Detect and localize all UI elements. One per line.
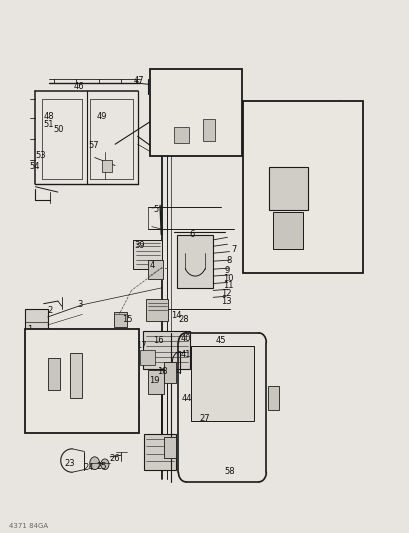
Text: 53: 53 bbox=[35, 151, 46, 160]
Text: 28: 28 bbox=[178, 315, 189, 324]
Bar bbox=[133, 240, 162, 269]
Circle shape bbox=[279, 176, 297, 200]
Text: 3: 3 bbox=[77, 300, 83, 309]
Text: 56: 56 bbox=[200, 143, 209, 152]
Circle shape bbox=[90, 457, 99, 470]
Text: 52: 52 bbox=[154, 76, 168, 85]
Text: 27: 27 bbox=[199, 414, 210, 423]
Bar bbox=[177, 235, 213, 288]
Text: 48: 48 bbox=[43, 112, 54, 121]
Text: 58: 58 bbox=[224, 467, 234, 475]
Bar bbox=[147, 260, 163, 279]
Text: 25: 25 bbox=[97, 462, 107, 471]
Text: 4371 84GA: 4371 84GA bbox=[9, 523, 48, 529]
Text: 12: 12 bbox=[220, 289, 231, 298]
Bar bbox=[149, 69, 241, 157]
Text: 43: 43 bbox=[130, 403, 141, 412]
Bar bbox=[61, 370, 98, 421]
Text: 29: 29 bbox=[67, 410, 77, 419]
Bar bbox=[147, 370, 164, 394]
Bar bbox=[202, 119, 215, 141]
Text: 10: 10 bbox=[223, 273, 234, 282]
Text: 46: 46 bbox=[74, 82, 84, 91]
Circle shape bbox=[68, 381, 91, 410]
Text: 32: 32 bbox=[266, 123, 275, 132]
Text: 49: 49 bbox=[97, 112, 107, 121]
Text: 7: 7 bbox=[230, 245, 236, 254]
Text: 44: 44 bbox=[181, 394, 191, 403]
Circle shape bbox=[186, 249, 204, 273]
Text: 16: 16 bbox=[152, 336, 163, 345]
Text: 6: 6 bbox=[189, 230, 194, 239]
Text: 34: 34 bbox=[262, 172, 271, 181]
Text: 36: 36 bbox=[306, 205, 316, 214]
Text: 1: 1 bbox=[27, 325, 32, 334]
Text: 30: 30 bbox=[47, 338, 56, 347]
Bar bbox=[164, 362, 176, 383]
Text: 39: 39 bbox=[134, 241, 144, 250]
Text: 54: 54 bbox=[29, 162, 39, 171]
Text: 22: 22 bbox=[84, 410, 95, 419]
Bar bbox=[143, 332, 189, 368]
Text: 21: 21 bbox=[64, 408, 74, 417]
Bar bbox=[144, 434, 176, 470]
Bar bbox=[174, 127, 188, 143]
Text: 45: 45 bbox=[216, 336, 226, 345]
Bar bbox=[242, 101, 362, 273]
Bar bbox=[139, 351, 155, 366]
Bar bbox=[84, 410, 96, 430]
Text: 19: 19 bbox=[148, 376, 159, 385]
Text: 4: 4 bbox=[149, 261, 154, 270]
Text: 24: 24 bbox=[83, 463, 94, 472]
Text: 11: 11 bbox=[223, 281, 234, 290]
Circle shape bbox=[152, 442, 167, 461]
Bar bbox=[47, 359, 60, 390]
Text: 37: 37 bbox=[306, 213, 316, 222]
Text: 17: 17 bbox=[136, 341, 146, 350]
Text: 57: 57 bbox=[88, 141, 99, 150]
Bar bbox=[114, 312, 127, 327]
Text: 14: 14 bbox=[171, 311, 181, 320]
Bar bbox=[25, 329, 139, 433]
Circle shape bbox=[29, 312, 37, 322]
Bar bbox=[272, 212, 302, 249]
Bar bbox=[102, 160, 112, 172]
Text: 33: 33 bbox=[266, 133, 275, 142]
Text: 15: 15 bbox=[122, 315, 132, 324]
Bar bbox=[25, 309, 47, 338]
Text: 8: 8 bbox=[226, 256, 231, 264]
Text: 41: 41 bbox=[180, 350, 190, 359]
Circle shape bbox=[86, 415, 94, 425]
Text: 51: 51 bbox=[43, 119, 54, 128]
Bar bbox=[190, 346, 254, 421]
Text: 13: 13 bbox=[220, 296, 231, 305]
Text: 38: 38 bbox=[262, 201, 271, 210]
Circle shape bbox=[191, 256, 199, 266]
Text: 2: 2 bbox=[47, 305, 52, 314]
Text: 9: 9 bbox=[224, 266, 229, 274]
Bar bbox=[164, 437, 176, 458]
Text: ELECTRIC
DOOR LOCK: ELECTRIC DOOR LOCK bbox=[292, 244, 330, 255]
Circle shape bbox=[101, 459, 109, 470]
Text: 26: 26 bbox=[109, 455, 119, 463]
Text: 35: 35 bbox=[306, 197, 316, 206]
Text: 20: 20 bbox=[64, 368, 74, 377]
Text: 23: 23 bbox=[64, 459, 74, 467]
Text: 31: 31 bbox=[266, 113, 275, 122]
Text: 18: 18 bbox=[156, 367, 167, 376]
Bar bbox=[267, 386, 278, 410]
Text: 55: 55 bbox=[167, 138, 177, 147]
Bar bbox=[145, 300, 168, 321]
Text: 5: 5 bbox=[153, 205, 158, 214]
Text: 42: 42 bbox=[56, 401, 66, 410]
Circle shape bbox=[74, 389, 84, 402]
Bar bbox=[268, 167, 307, 209]
Text: 47: 47 bbox=[133, 76, 144, 85]
Circle shape bbox=[151, 376, 160, 389]
Text: 50: 50 bbox=[53, 125, 64, 134]
Circle shape bbox=[29, 324, 37, 335]
Bar bbox=[70, 353, 81, 398]
Text: 40: 40 bbox=[180, 334, 190, 343]
